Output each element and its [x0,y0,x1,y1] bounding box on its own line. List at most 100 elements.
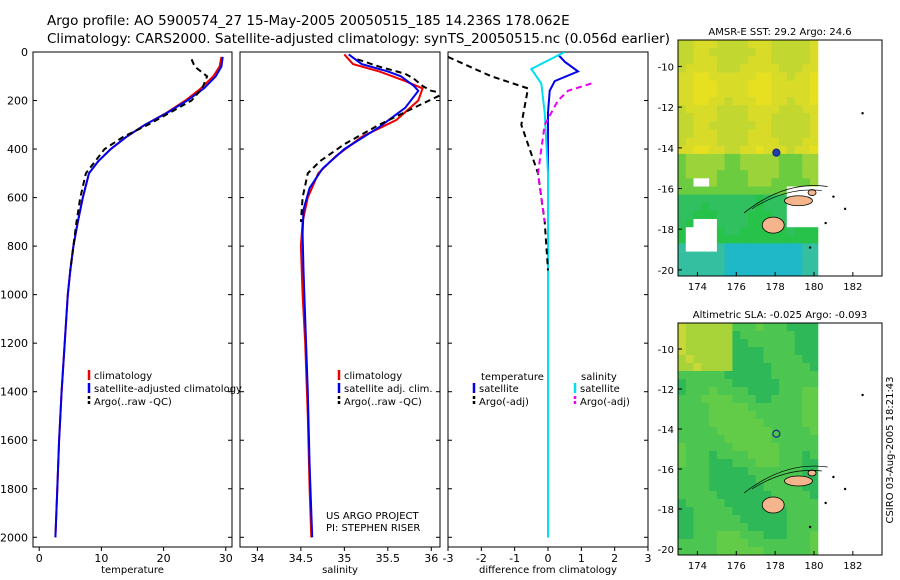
map-cell [740,202,749,212]
map-cell [732,411,741,420]
map-cell [802,162,811,171]
map-cell [678,178,687,187]
map-cell [685,323,694,332]
map-cell [678,427,687,436]
map-cell [747,347,757,356]
map-cell [678,153,687,163]
map-cell [732,515,741,524]
map-cell [724,379,733,388]
map-cell [755,170,764,179]
map-cell [678,259,687,269]
map-cell [701,162,710,171]
map-cell [786,323,795,332]
map-cell [685,523,694,532]
salinity-xlabel: salinity [322,565,358,576]
salinity-series-line [301,53,420,538]
map-cell [802,145,811,155]
map-cell [709,331,718,340]
temperature-xlabel: temperature [101,565,164,576]
map-cell [678,113,687,122]
map-cell [771,153,780,163]
map-cell [810,137,819,147]
map-cell [747,451,757,460]
islet-dot [861,393,864,397]
map-cell [755,186,764,195]
map-cell [802,88,811,98]
map-cell [771,403,780,412]
map-cell [802,347,811,356]
map-cell [755,435,764,444]
map-cell [678,251,687,261]
islet-dot [808,246,812,249]
salinity-panel: 34 34.5 35 35.5 36 salinity [239,51,441,576]
map-cell [701,56,710,65]
map-cell [716,419,726,428]
map-cell [810,499,819,508]
map-cell [810,56,819,65]
map-cell [724,483,733,492]
salinity-legend-label: Argo(..raw -QC) [344,397,422,408]
map-cell [740,475,749,484]
map-cell [685,443,694,452]
map-cell [732,251,741,261]
map-cell [716,459,726,468]
map-cell [732,355,741,364]
map-cell [693,523,702,532]
map-cell [716,178,726,187]
map-cell [786,40,795,49]
map-cell [802,419,811,428]
map-x-tick-label: 176 [727,561,746,572]
map-cell [740,467,749,476]
map-cell [701,515,710,524]
map-cell [755,427,764,436]
map-cell [786,129,795,138]
map-cell [709,80,718,90]
map-cell [779,259,788,269]
map-cell [709,363,718,372]
map-cell [794,227,803,236]
map-cell [810,419,819,428]
map-cell [747,88,757,98]
map-cell [763,443,772,452]
map-cell [709,427,718,436]
map-cell [724,259,733,269]
map-cell [771,491,780,500]
map-cell [810,153,819,163]
map-cell [779,331,788,340]
map-cell [747,435,757,444]
map-cell [779,72,788,82]
map-cell [747,97,757,106]
legend-header-temperature: temperature [481,372,544,383]
map-cell [740,48,749,57]
map-cell [786,137,795,147]
map-cell [685,72,694,82]
map-cell [701,355,710,364]
map-y-tick-label: -16 [658,465,674,476]
map-cell [716,267,726,277]
map-cell [786,371,795,380]
map-cell [763,363,772,372]
map-cell [701,531,710,540]
islet-dot [861,112,864,115]
map-cell [763,178,772,187]
map-cell [693,251,702,261]
map-cell [779,371,788,380]
difference-xlabel: difference from climatology [479,565,617,576]
map-cell [740,186,749,195]
map-cell [810,531,819,540]
map-cell [786,443,795,452]
map-x-tick-label: 174 [688,282,707,293]
map-cell [771,170,780,179]
map-cell [716,186,726,195]
map-cell [763,235,772,244]
map-cell [779,435,788,444]
sla-map: Altimetric SLA: -0.025 Argo: -0.093 174 17… [658,310,883,572]
map-cell [779,88,788,98]
map-cell [709,227,718,236]
map-cell [724,475,733,484]
y-tick-label: 800 [7,240,28,253]
map-cell [716,387,726,396]
map-cell [685,137,694,147]
map-cell [763,80,772,90]
map-cell [732,219,741,228]
